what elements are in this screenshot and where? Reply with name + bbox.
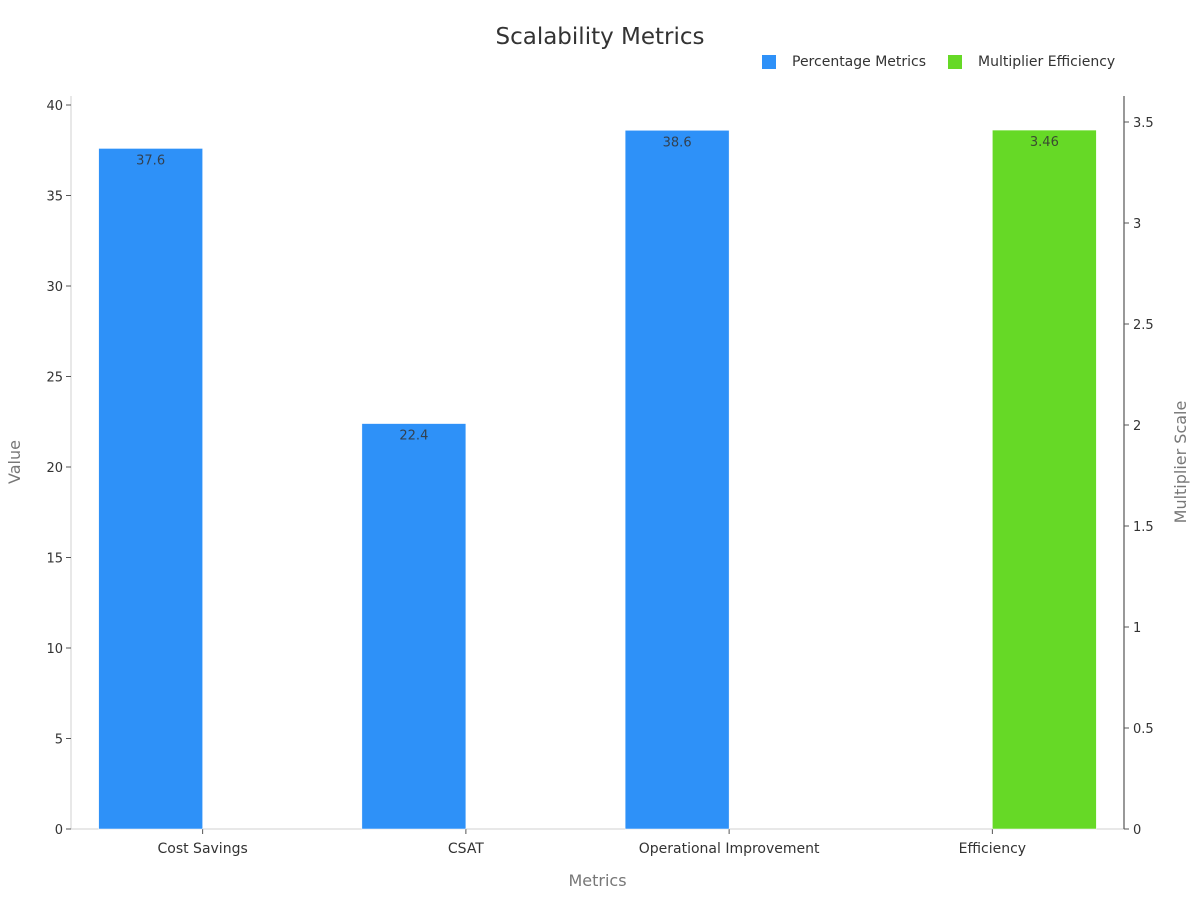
y-tick-label: 15 bbox=[46, 552, 63, 567]
bar[interactable] bbox=[361, 423, 467, 830]
legend-swatch-green-icon bbox=[948, 55, 963, 69]
legend-label: Percentage Metrics bbox=[792, 54, 927, 70]
legend-item-percentage[interactable]: Percentage Metrics bbox=[762, 54, 926, 70]
bar[interactable] bbox=[624, 130, 730, 830]
y2-tick-label: 2.5 bbox=[1133, 318, 1154, 333]
x-tick-label: CSAT bbox=[448, 841, 484, 857]
y-tick-label: 5 bbox=[55, 733, 63, 748]
legend: Percentage Metrics Multiplier Efficiency bbox=[762, 54, 1137, 70]
y-tick-label: 0 bbox=[55, 823, 63, 838]
chart-title: Scalability Metrics bbox=[495, 24, 705, 50]
legend-item-multiplier[interactable]: Multiplier Efficiency bbox=[948, 54, 1115, 70]
legend-swatch-blue-icon bbox=[762, 55, 776, 69]
y-tick-label: 20 bbox=[46, 461, 63, 476]
x-tick-label: Efficiency bbox=[959, 841, 1026, 857]
bar-value-label: 3.46 bbox=[1030, 135, 1059, 150]
bar-value-label: 37.6 bbox=[136, 153, 165, 168]
y2-tick-label: 2 bbox=[1133, 419, 1141, 434]
y2-tick-label: 3 bbox=[1133, 217, 1141, 232]
bar-value-label: 38.6 bbox=[663, 135, 692, 150]
bar-value-label: 22.4 bbox=[399, 429, 428, 444]
legend-label: Multiplier Efficiency bbox=[978, 54, 1116, 70]
y2-tick-label: 0.5 bbox=[1133, 722, 1154, 737]
y-tick-label: 25 bbox=[46, 371, 63, 386]
y-tick-label: 30 bbox=[46, 280, 63, 295]
y-tick-label: 35 bbox=[46, 190, 63, 205]
bar[interactable] bbox=[98, 148, 203, 830]
y-tick-label: 10 bbox=[46, 642, 63, 657]
y2-axis-title: Multiplier Scale bbox=[1171, 401, 1190, 524]
y-axis-title: Value bbox=[5, 440, 24, 484]
y2-tick-label: 1.5 bbox=[1133, 520, 1154, 535]
y2-tick-label: 1 bbox=[1133, 621, 1141, 636]
y2-tick-label: 0 bbox=[1133, 823, 1141, 838]
y-tick-label: 40 bbox=[46, 99, 63, 114]
x-tick-label: Operational Improvement bbox=[639, 841, 820, 857]
x-axis-title: Metrics bbox=[568, 871, 626, 890]
x-tick-label: Cost Savings bbox=[157, 841, 247, 857]
y2-tick-label: 3.5 bbox=[1133, 116, 1154, 131]
bar[interactable] bbox=[992, 129, 1097, 830]
